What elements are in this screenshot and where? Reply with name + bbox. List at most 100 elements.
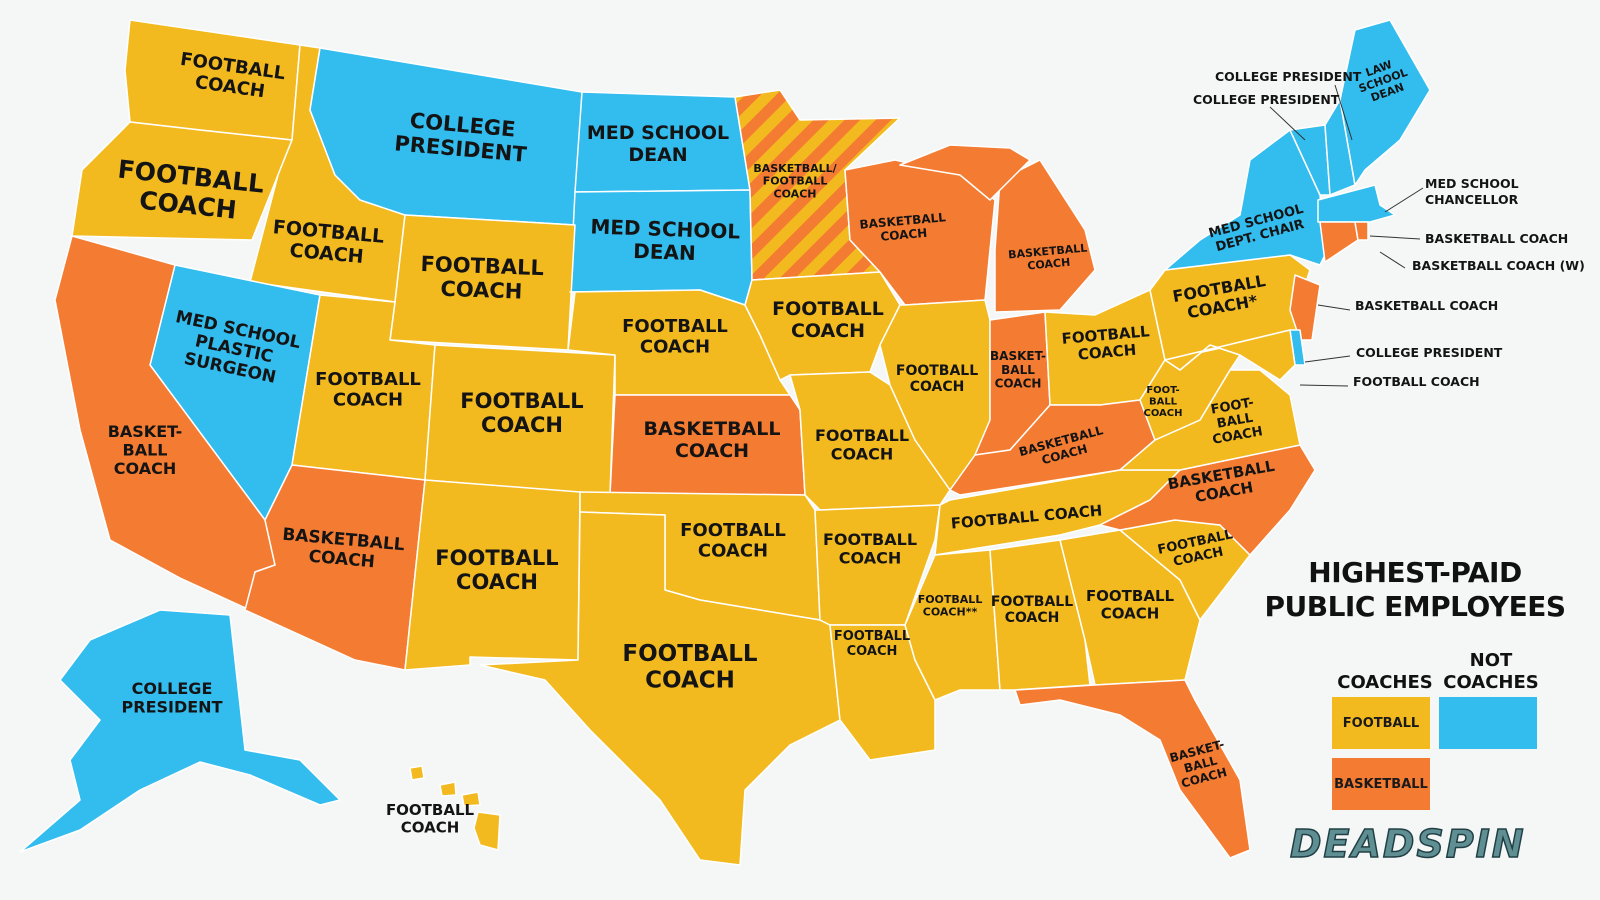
title-line-1: HIGHEST-PAID (1308, 556, 1522, 589)
state-wy (389, 214, 576, 351)
state-label-or: FOOTBALLCOACH (113, 154, 265, 227)
label-line: COACH (831, 444, 893, 463)
label-line: MED SCHOOL (587, 122, 729, 144)
callout-label-de: COLLEGE PRESIDENT (1356, 345, 1503, 360)
label-line: COACH (791, 320, 865, 342)
state-label-la: FOOTBALL COACH (834, 629, 910, 659)
label-line: COACH (1143, 408, 1182, 419)
label-line: FOOTBALL (834, 629, 910, 644)
label-line: FOOTBALL (896, 363, 978, 379)
callout-line: COLLEGE PRESIDENT (1356, 345, 1503, 360)
state-mi-part (899, 144, 1031, 201)
state-label-il: FOOTBALL COACH (896, 363, 978, 395)
state-label-mo: FOOTBALL COACH (815, 426, 909, 463)
label-line: FOOTBALL (918, 593, 983, 606)
state-label-mi: BASKETBALLCOACH (1008, 242, 1089, 274)
map-title: HIGHEST-PAID PUBLIC EMPLOYEES (1250, 556, 1580, 624)
label-line: COLLEGE (132, 679, 213, 698)
legend-coaches-header: COACHES (1337, 672, 1433, 693)
state-label-fl: BASKET-BALLCOACH (1168, 737, 1233, 792)
label-line: FOOTBALL (1086, 587, 1175, 605)
state-hi-part (461, 791, 481, 807)
label-line: BALL (1149, 397, 1178, 408)
state-ri (1354, 221, 1369, 241)
label-line: BALL (123, 440, 168, 459)
label-line: COACH (114, 459, 176, 478)
state-or (71, 121, 293, 241)
label-line: COACH (880, 226, 928, 244)
callout-leader-vt (1269, 106, 1306, 141)
label-line: FOOTBALL (460, 389, 583, 413)
legend-basketball-swatch: BASKETBALL (1332, 758, 1430, 810)
label-line: COACH** (923, 606, 978, 619)
label-line: COACH (1005, 610, 1060, 626)
label-line: COACH (1027, 256, 1071, 273)
state-label-ok: FOOTBALL COACH (680, 520, 786, 562)
label-line: COACH (481, 413, 563, 437)
legend-not-coaches-swatch (1439, 697, 1537, 749)
deadspin-logo: DEADSPIN (1289, 821, 1526, 867)
callout-label-md: FOOTBALL COACH (1353, 374, 1480, 389)
label-line: FOOTBALL (815, 426, 909, 445)
callout-leader-nj (1317, 304, 1351, 311)
callout-line: BASKETBALL COACH (1355, 298, 1498, 313)
label-line: FOOTBALL (420, 252, 544, 280)
state-label-ar: FOOTBALL COACH (823, 530, 917, 567)
state-label-hi: FOOTBALL COACH (386, 801, 475, 836)
callout-line: MED SCHOOL (1425, 176, 1519, 191)
callout-leader-ri (1369, 235, 1421, 240)
state-label-ut: FOOTBALL COACH (315, 369, 421, 411)
label-line: COACH (456, 570, 538, 594)
label-line: FOOTBALL (772, 298, 884, 320)
callout-line: BASKETBALL COACH (1425, 231, 1568, 246)
label-line: BASKETBALL/ (753, 162, 837, 175)
label-line: COACH (995, 377, 1042, 391)
label-line: DEAN (628, 144, 687, 166)
label-line: FOOT- (1210, 395, 1255, 417)
state-label-id: FOOTBALLCOACH (270, 216, 385, 269)
state-hi (409, 765, 425, 781)
state-label-ia: FOOTBALL COACH (772, 298, 884, 342)
label-line: COACH (910, 379, 965, 395)
callout-line: FOOTBALL COACH (1353, 374, 1480, 389)
state-ct (1319, 221, 1359, 263)
callout-leader-de (1304, 355, 1351, 363)
label-line: COACH (847, 644, 898, 659)
label-line: FOOTBALL (622, 316, 728, 337)
state-label-co: FOOTBALL COACH (460, 389, 583, 437)
label-line: BALL (1216, 411, 1255, 432)
label-line: BALL (1001, 363, 1035, 377)
label-line: BASKETBALL (644, 418, 781, 440)
label-line: FOOTBALL (823, 530, 917, 549)
callout-leader-md (1299, 384, 1349, 387)
state-label-ms: FOOTBALL COACH** (918, 593, 983, 619)
label-line: COACH (640, 337, 710, 358)
state-label-wy: FOOTBALLCOACH (419, 252, 544, 304)
state-label-oh: FOOTBALLCOACH (1061, 322, 1152, 365)
label-line: FOOTBALL (622, 641, 757, 667)
state-label-al: FOOTBALL COACH (991, 594, 1073, 626)
state-ak (19, 609, 341, 853)
label-line: FOOTBALL (315, 369, 421, 390)
label-line: PRESIDENT (122, 697, 223, 716)
label-line: MED SCHOOL (590, 214, 741, 243)
callout-label-ri: BASKETBALL COACH (1425, 231, 1568, 246)
state-nj (1289, 274, 1321, 341)
label-line: COACH (401, 818, 460, 836)
callout-label-ct: BASKETBALL COACH (W) (1412, 258, 1585, 273)
label-line: FOOTBALL (680, 520, 786, 541)
label-line: DEAN (633, 239, 696, 265)
state-label-tx: FOOTBALL COACH (622, 641, 757, 693)
state-label-mn: BASKETBALL/FOOTBALL COACH (753, 162, 837, 200)
state-hi-part (439, 781, 457, 797)
state-label-nd: MED SCHOOL DEAN (587, 122, 729, 166)
state-mi (994, 159, 1096, 313)
title-line-2: PUBLIC EMPLOYEES (1264, 590, 1566, 623)
label-line: FOOTBALL (435, 546, 558, 570)
state-label-wv: FOOT-BALL COACH (1143, 385, 1182, 419)
callout-line: CHANCELLOR (1425, 192, 1519, 207)
state-label-ks: BASKETBALL COACH (644, 418, 781, 462)
label-line: BASKET- (990, 349, 1046, 363)
